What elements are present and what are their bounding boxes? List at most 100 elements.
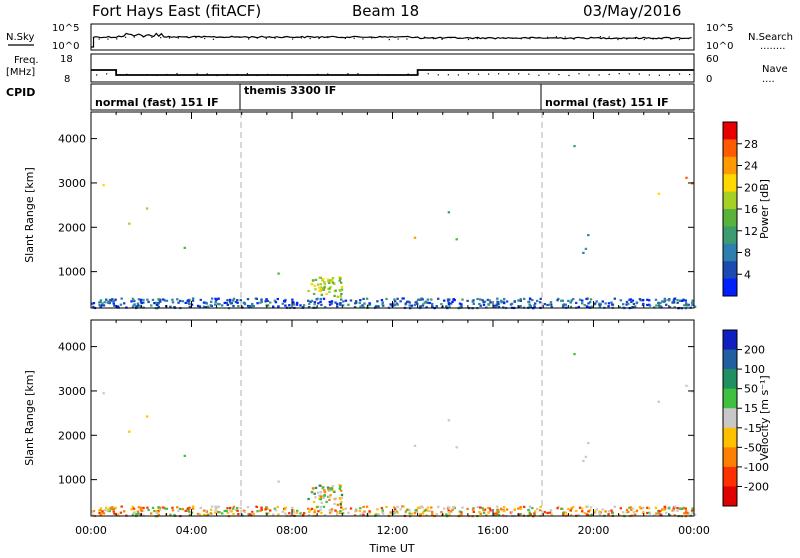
velocity-cell [502,508,505,511]
velocity-cb-tick-label: 50 [744,383,758,396]
power-cell [269,301,272,304]
noise-search-dot [265,37,267,40]
power-cell [296,301,299,304]
velocity-cell [99,507,103,510]
velocity-cell [548,511,551,514]
velocity-cell [98,512,101,515]
power-cell [214,303,217,306]
velocity-cell [497,513,501,516]
velocity-cell [218,511,221,514]
nave-dot [427,73,429,75]
power-cell [423,301,426,304]
velocity-cell [448,513,451,516]
velocity-cell [313,492,316,495]
velocity-cell [248,513,251,516]
velocity-cb-tick-label: -50 [744,441,762,454]
velocity-cell [336,510,339,513]
power-cell [684,299,687,302]
noise-search-dot [590,36,593,39]
velocity-cell [471,508,475,511]
power-cell [595,300,598,303]
power-cell [265,298,268,301]
power-cell [259,301,262,304]
nave-dot [618,73,620,75]
power-cell [354,300,358,303]
power-cell [527,301,530,304]
power-cell [363,302,366,305]
power-cell [368,303,372,306]
power-cell [591,306,594,309]
velocity-cell [114,506,117,509]
velocity-cell [414,509,417,512]
velocity-cell [435,513,438,516]
velocity-cell [155,511,159,514]
power-cell [550,303,553,306]
power-cell [334,289,337,292]
power-cell [665,303,668,306]
power-cell [461,298,464,301]
velocity-cell [339,502,342,506]
nave-dot [126,73,128,75]
velocity-cell [493,512,496,515]
power-cell [136,305,139,308]
power-cell [476,297,479,301]
velocity-cell [232,507,235,510]
power-cell [536,299,539,302]
power-cell [622,303,625,306]
x-tick-label: 00:00 [75,524,107,537]
nave-dot [648,74,650,76]
power-cell [188,298,191,301]
velocity-cell [92,513,95,516]
velocity-cell [453,507,456,510]
power-cell [534,302,537,305]
power-cell [107,300,110,303]
power-cell [381,303,384,306]
power-cell [582,251,585,254]
velocity-cell [284,506,287,509]
cpid-panel: CPID normal (fast) 151 IF themis 3300 IF… [6,83,695,111]
velocity-cell [635,510,639,513]
power-cell [572,298,575,301]
power-cell [686,304,689,307]
velocity-cell [309,508,312,511]
power-cell [109,299,113,302]
power-cell [668,306,672,309]
power-cell [177,301,180,304]
power-cell [673,306,676,309]
noise-search-dot [142,36,144,38]
velocity-cell [437,505,440,508]
nave-dot [538,74,540,76]
power-cell [393,298,396,301]
velocity-cell [341,512,345,515]
nave-dot [236,73,238,76]
velocity-cell [177,509,180,512]
power-cell [529,304,532,307]
nave-dot [678,73,681,75]
power-cell [578,298,582,301]
velocity-cell [140,510,143,513]
power-cell [112,302,115,305]
power-cell [334,301,337,304]
noise-search-dot [204,37,206,40]
velocity-cell [329,494,332,497]
velocity-cell [173,514,176,517]
velocity-cell [426,509,429,512]
noise-search-dot [687,37,689,40]
power-cb-swatch [723,191,737,210]
velocity-cell [116,513,119,516]
noise-search-dot [555,36,558,38]
velocity-cell [322,505,326,508]
velocity-cell [226,507,229,510]
power-cell [92,302,96,305]
power-cell [308,302,311,305]
velocity-cell [349,507,353,510]
velocity-cell [338,484,341,487]
velocity-cell [594,510,597,513]
velocity-cell [562,513,565,516]
power-cell [382,304,385,307]
velocity-cell [318,484,321,487]
power-cell [277,305,280,308]
power-cell [142,301,145,304]
power-cell [380,299,384,302]
power-cell [396,303,399,306]
